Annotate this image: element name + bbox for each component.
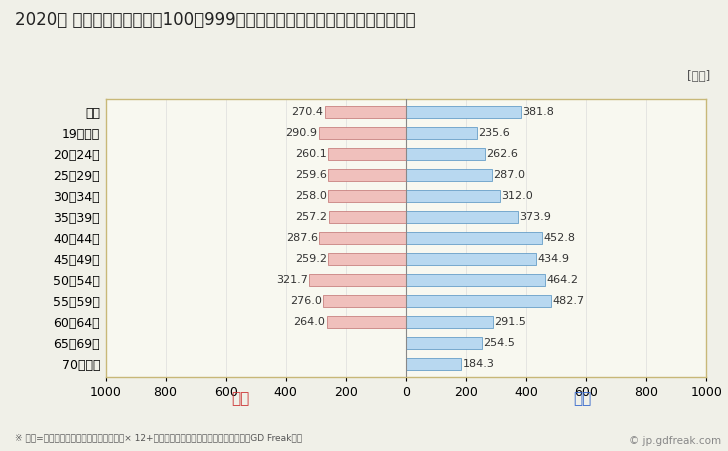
Text: 女性: 女性: [231, 391, 250, 407]
Bar: [320, 232, 406, 244]
Bar: [406, 358, 462, 370]
Bar: [328, 169, 406, 181]
Bar: [406, 232, 542, 244]
Text: 321.7: 321.7: [276, 275, 308, 285]
Bar: [406, 127, 477, 138]
Bar: [406, 253, 537, 265]
Text: 452.8: 452.8: [543, 233, 575, 243]
Text: 270.4: 270.4: [291, 107, 323, 117]
Bar: [327, 316, 406, 328]
Text: 287.6: 287.6: [286, 233, 318, 243]
Bar: [328, 148, 406, 160]
Text: 287.0: 287.0: [494, 170, 525, 180]
Text: 260.1: 260.1: [295, 149, 327, 159]
Text: 482.7: 482.7: [552, 296, 584, 306]
Text: 254.5: 254.5: [483, 338, 515, 348]
Bar: [406, 169, 492, 181]
Text: 464.2: 464.2: [547, 275, 579, 285]
Bar: [406, 190, 499, 202]
Text: 男性: 男性: [573, 391, 592, 407]
Bar: [309, 274, 406, 285]
Text: 2020年 民間企業（従業者数100～999人）フルタイム労働者の男女別平均年収: 2020年 民間企業（従業者数100～999人）フルタイム労働者の男女別平均年収: [15, 11, 415, 29]
Bar: [328, 253, 406, 265]
Text: 184.3: 184.3: [462, 359, 494, 369]
Text: 373.9: 373.9: [519, 212, 551, 222]
Bar: [406, 148, 485, 160]
Bar: [406, 316, 494, 328]
Bar: [406, 337, 482, 349]
Bar: [406, 106, 521, 118]
Text: 257.2: 257.2: [296, 212, 328, 222]
Text: 312.0: 312.0: [501, 191, 532, 201]
Text: 276.0: 276.0: [290, 296, 322, 306]
Bar: [325, 106, 406, 118]
Text: 259.2: 259.2: [295, 254, 327, 264]
Text: 381.8: 381.8: [522, 107, 553, 117]
Text: 264.0: 264.0: [293, 317, 325, 327]
Text: 259.6: 259.6: [295, 170, 327, 180]
Text: 291.5: 291.5: [494, 317, 526, 327]
Text: 262.6: 262.6: [486, 149, 518, 159]
Text: 235.6: 235.6: [478, 128, 510, 138]
Bar: [406, 211, 518, 223]
Text: © jp.gdfreak.com: © jp.gdfreak.com: [628, 437, 721, 446]
Bar: [328, 211, 406, 223]
Bar: [406, 295, 551, 307]
Text: 434.9: 434.9: [538, 254, 570, 264]
Text: 290.9: 290.9: [285, 128, 317, 138]
Text: ※ 年収=「きまって支給する現金給与額」× 12+「年間賞与・その他特別給与額」としてGD Freak推計: ※ 年収=「きまって支給する現金給与額」× 12+「年間賞与・その他特別給与額」…: [15, 433, 301, 442]
Bar: [319, 127, 406, 138]
Bar: [328, 190, 406, 202]
Text: [万円]: [万円]: [687, 70, 710, 83]
Bar: [323, 295, 406, 307]
Text: 258.0: 258.0: [296, 191, 327, 201]
Bar: [406, 274, 545, 285]
